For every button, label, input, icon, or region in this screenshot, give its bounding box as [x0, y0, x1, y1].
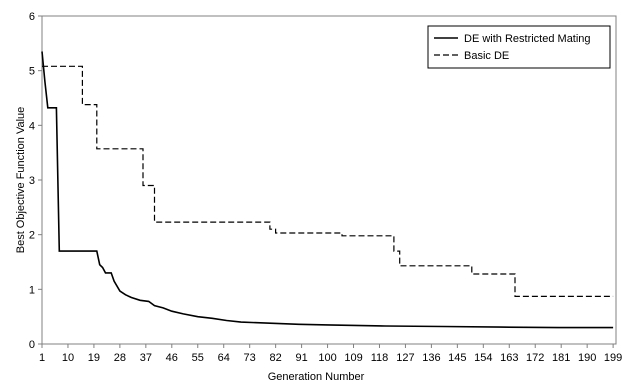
y-tick-label: 5	[29, 66, 35, 78]
x-tick-label: 127	[396, 352, 414, 364]
x-tick-label: 19	[88, 352, 100, 364]
x-tick-label: 1	[39, 352, 45, 364]
x-tick-label: 28	[114, 352, 126, 364]
legend-label-2: Basic DE	[464, 50, 509, 62]
y-tick-label: 3	[29, 175, 35, 187]
x-tick-label: 109	[344, 352, 362, 364]
x-tick-label: 199	[604, 352, 622, 364]
x-tick-label: 73	[244, 352, 256, 364]
legend: DE with Restricted Mating Basic DE	[427, 25, 611, 69]
legend-label-1: DE with Restricted Mating	[464, 33, 591, 45]
x-tick-label: 100	[318, 352, 336, 364]
x-tick-label: 118	[371, 352, 389, 364]
y-tick-label: 2	[29, 230, 35, 242]
x-tick-label: 55	[192, 352, 204, 364]
x-tick-label: 181	[552, 352, 570, 364]
y-tick-label: 4	[29, 120, 35, 132]
x-tick-label: 154	[474, 352, 492, 364]
series-line-1	[41, 51, 614, 329]
series-line-2	[42, 65, 614, 297]
x-tick-label: 172	[526, 352, 544, 364]
series-layer	[41, 51, 614, 329]
legend-box	[427, 25, 611, 69]
x-tick-label: 91	[295, 352, 307, 364]
x-tick-label: 10	[62, 352, 74, 364]
x-tick-label: 163	[500, 352, 518, 364]
y-axis-title: Best Objective Function Value	[15, 107, 27, 254]
y-tick-label: 6	[29, 11, 35, 23]
x-tick-label: 37	[140, 352, 152, 364]
x-axis-title: Generation Number	[268, 371, 365, 383]
x-axis-ticks: 1 10 19 28 37 46 55 64 73 82 91 100 109 118 127 136 145 1…	[39, 344, 622, 364]
y-axis-ticks: 0 1 2 3 4 5 6	[29, 11, 42, 351]
x-tick-label: 145	[448, 352, 466, 364]
x-tick-label: 136	[422, 352, 440, 364]
y-tick-label: 0	[29, 339, 35, 351]
x-tick-label: 82	[270, 352, 282, 364]
x-tick-label: 64	[218, 352, 230, 364]
y-tick-label: 1	[29, 284, 35, 296]
x-tick-label: 46	[166, 352, 178, 364]
x-tick-label: 190	[578, 352, 596, 364]
